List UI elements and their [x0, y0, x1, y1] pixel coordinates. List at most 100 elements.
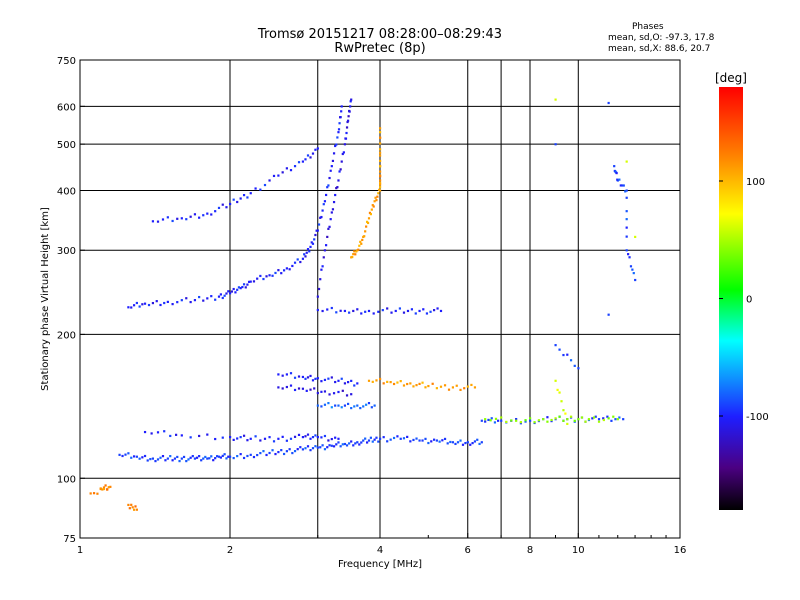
- data-point: [151, 301, 155, 305]
- data-point: [375, 199, 378, 202]
- data-point: [554, 417, 557, 420]
- data-point: [321, 265, 324, 268]
- data-point: [242, 434, 246, 437]
- data-point: [343, 309, 347, 313]
- data-point: [314, 445, 317, 448]
- data-point: [242, 193, 246, 197]
- data-point: [625, 196, 628, 199]
- data-point: [306, 248, 310, 251]
- data-point: [334, 404, 337, 407]
- data-point: [339, 445, 342, 448]
- data-point: [304, 435, 307, 438]
- data-point: [389, 438, 392, 441]
- data-point: [554, 379, 557, 382]
- colorbar-tick-label: 0: [746, 295, 752, 306]
- data-point: [159, 456, 162, 459]
- data-point: [564, 412, 567, 415]
- data-point: [359, 240, 362, 243]
- data-point: [143, 302, 147, 305]
- data-point: [210, 455, 213, 458]
- data-point: [317, 223, 321, 226]
- data-point: [293, 450, 297, 453]
- data-point: [348, 110, 351, 113]
- data-point: [189, 300, 192, 304]
- data-point: [325, 193, 328, 197]
- data-point: [365, 441, 369, 444]
- data-point: [374, 196, 377, 199]
- data-point: [130, 503, 133, 506]
- data-point: [558, 348, 561, 351]
- data-point: [323, 448, 327, 451]
- data-point: [337, 404, 340, 407]
- data-point: [326, 446, 329, 449]
- data-point: [206, 297, 209, 300]
- data-point: [127, 503, 130, 507]
- data-point: [330, 376, 333, 379]
- data-point: [337, 128, 341, 131]
- data-point: [412, 385, 415, 388]
- data-point: [249, 453, 252, 456]
- data-point: [341, 152, 344, 156]
- data-point: [560, 400, 563, 403]
- data-point: [443, 384, 447, 387]
- data-point: [379, 186, 382, 189]
- data-point: [346, 119, 350, 122]
- data-point: [246, 196, 249, 199]
- data-point: [150, 432, 153, 435]
- x-tick-label: 8: [527, 545, 533, 556]
- data-point: [221, 436, 224, 439]
- data-point: [370, 406, 373, 409]
- data-point: [210, 295, 213, 298]
- data-point: [281, 171, 284, 174]
- data-point: [301, 160, 305, 163]
- data-point: [365, 403, 368, 406]
- data-point: [296, 258, 299, 261]
- data-point: [427, 441, 430, 445]
- data-point: [304, 158, 307, 161]
- data-point: [566, 418, 569, 421]
- data-point: [602, 418, 605, 422]
- data-point: [271, 449, 274, 452]
- data-point: [367, 402, 371, 405]
- data-point: [573, 419, 576, 422]
- data-point: [454, 442, 457, 446]
- data-point: [130, 306, 133, 309]
- data-point: [459, 439, 462, 442]
- data-point: [281, 387, 284, 390]
- data-point: [138, 457, 141, 460]
- data-point: [362, 405, 365, 408]
- data-point: [340, 406, 343, 409]
- data-point: [163, 301, 166, 305]
- data-point: [214, 298, 217, 301]
- data-point: [618, 178, 621, 181]
- data-point: [484, 420, 487, 423]
- data-point: [566, 353, 569, 356]
- data-point: [291, 451, 294, 455]
- data-point: [375, 379, 378, 382]
- data-point: [356, 404, 359, 407]
- data-point: [277, 269, 280, 272]
- data-point: [618, 416, 621, 419]
- data-point: [285, 373, 288, 376]
- data-point: [339, 116, 342, 119]
- data-point: [326, 235, 329, 239]
- data-point: [319, 216, 322, 219]
- data-point: [282, 269, 286, 272]
- data-point: [338, 122, 341, 125]
- data-point: [249, 280, 252, 283]
- data-point: [249, 192, 252, 195]
- data-point: [334, 144, 337, 148]
- data-point: [337, 390, 340, 394]
- chart-title: Tromsø 20151217 08:28:00–08:29:43: [257, 27, 503, 42]
- data-point: [367, 379, 371, 382]
- data-point: [323, 378, 327, 382]
- data-point: [147, 303, 151, 307]
- data-point: [309, 449, 312, 452]
- data-point: [584, 420, 587, 423]
- data-point: [364, 310, 367, 313]
- data-point: [389, 381, 392, 384]
- data-point: [232, 198, 235, 201]
- data-point: [335, 311, 338, 314]
- data-point: [350, 440, 353, 443]
- data-point: [244, 286, 247, 289]
